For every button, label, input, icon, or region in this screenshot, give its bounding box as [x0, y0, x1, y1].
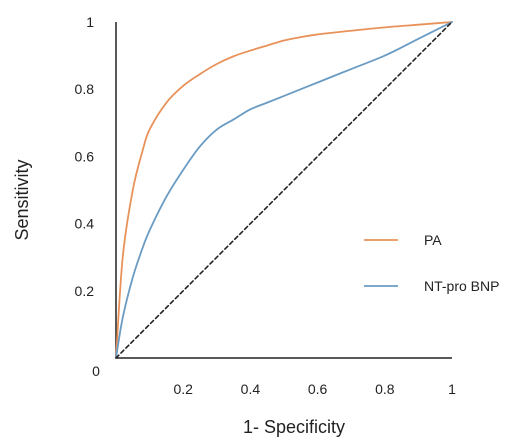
x-tick-label: 0.2	[173, 381, 193, 397]
y-tick-label: 0.4	[75, 216, 95, 232]
y-tick-label: 0.2	[75, 283, 95, 299]
y-axis-title: Sensitivity	[12, 159, 32, 240]
legend-label: NT-pro BNP	[424, 278, 499, 294]
reference-diagonal-line	[115, 21, 453, 359]
x-tick-labels: 0.2 0.4 0.6 0.8 1	[173, 381, 456, 397]
x-tick-label: 1	[448, 381, 456, 397]
series-line-1	[115, 21, 453, 359]
x-axis-title: 1- Specificity	[243, 417, 345, 437]
origin-tick-label: 0	[92, 363, 100, 379]
x-tick-label: 0.8	[375, 381, 395, 397]
y-tick-labels: 0.2 0.4 0.6 0.8 1	[75, 14, 95, 299]
axes	[115, 22, 452, 359]
legend: PA NT-pro BNP	[364, 232, 499, 294]
x-tick-label: 0.6	[308, 381, 328, 397]
legend-label: PA	[424, 232, 442, 248]
series-layer	[115, 21, 453, 359]
y-tick-label: 1	[86, 14, 94, 30]
series-line-2	[115, 21, 453, 359]
y-tick-label: 0.6	[75, 148, 95, 164]
x-tick-label: 0.4	[241, 381, 261, 397]
y-tick-label: 0.8	[75, 81, 95, 97]
